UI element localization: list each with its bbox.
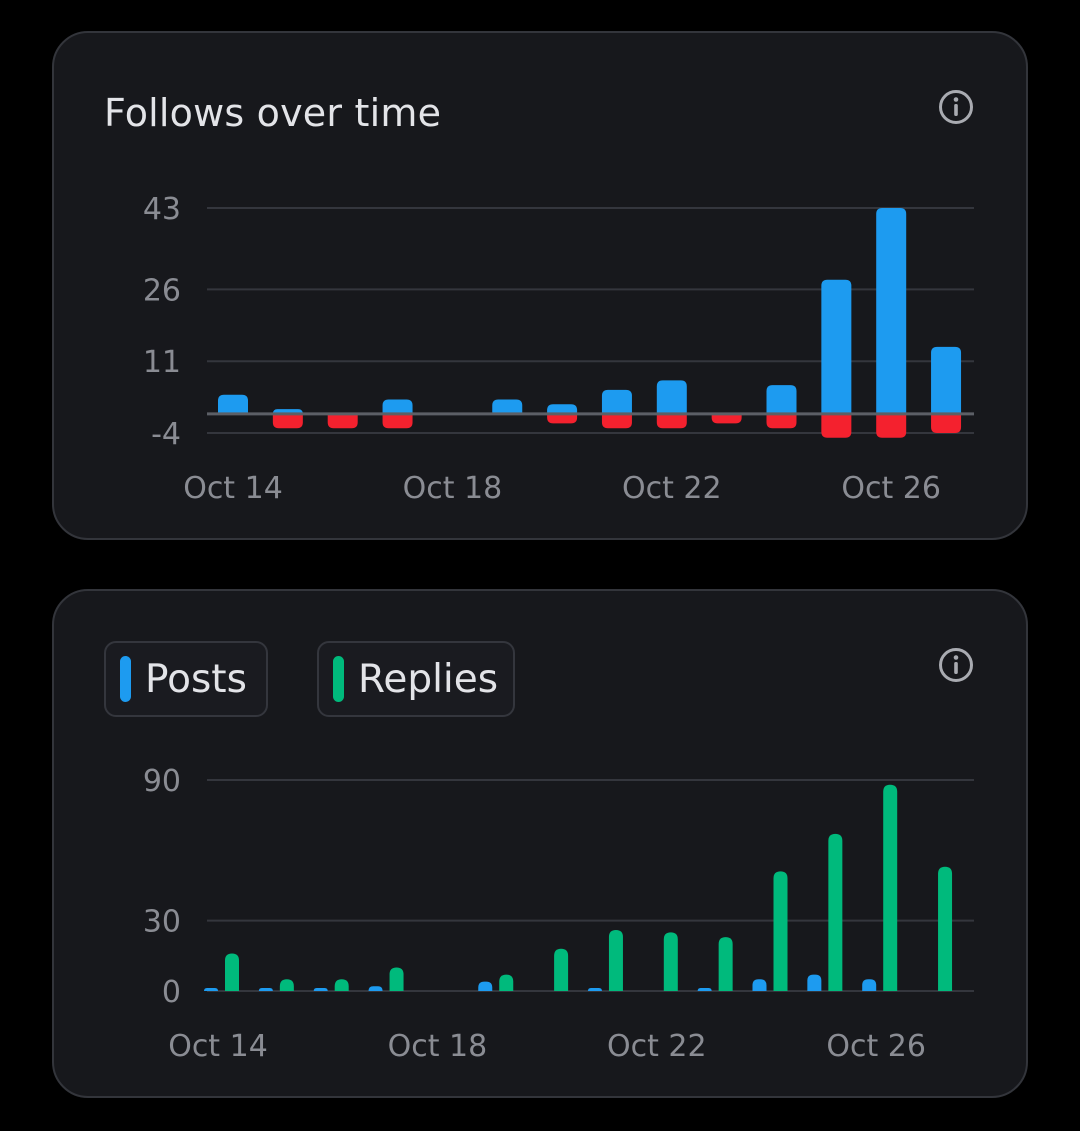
replies-bar [499, 974, 514, 991]
y-tick-label: 11 [143, 345, 181, 380]
posts-bar [204, 988, 218, 991]
legend-replies-label: Replies [358, 656, 499, 702]
y-tick-label: 43 [143, 192, 181, 227]
unfollow-bar [272, 413, 303, 429]
x-tick-label: Oct 26 [826, 1029, 926, 1064]
unfollow-bar [931, 413, 962, 433]
replies-bar [389, 967, 404, 991]
posts-bar [313, 988, 328, 991]
replies-bar [828, 833, 843, 991]
follows-info-button[interactable] [938, 89, 974, 125]
unfollow-bar [656, 413, 687, 429]
x-tick-label: Oct 22 [622, 471, 722, 506]
activity-bar-chart: 90 30 0 Oct 14 Oct 18 Oct 22 Oct 26 [143, 764, 974, 1064]
replies-bar [938, 866, 953, 991]
posts-color-swatch [120, 656, 131, 702]
unfollow-bar [876, 413, 907, 438]
follower-bar [218, 394, 248, 414]
legend-posts-label: Posts [145, 656, 247, 702]
posts-bar [587, 988, 602, 991]
posts-bar [697, 988, 712, 991]
x-tick-label: Oct 18 [388, 1029, 488, 1064]
follows-card: Follows over time 43 26 11 -4 Oct 14 Oct 18 Oc… [52, 31, 1028, 540]
x-tick-label: Oct 22 [607, 1029, 707, 1064]
y-tick-label: 0 [162, 975, 181, 1010]
info-icon [939, 90, 973, 124]
replies-bar [225, 953, 239, 991]
follows-chart-title: Follows over time [104, 91, 442, 135]
info-icon [939, 648, 973, 682]
unfollow-bar [382, 413, 413, 429]
replies-bar [279, 979, 294, 991]
posts-bar [258, 988, 273, 991]
replies-color-swatch [333, 656, 344, 702]
unfollow-bar [821, 413, 852, 438]
legend-posts-button[interactable]: Posts [104, 641, 268, 717]
follower-bar [492, 399, 523, 414]
replies-bar [663, 932, 678, 991]
replies-bar [883, 784, 898, 991]
follower-bar [547, 404, 578, 414]
replies-bar [334, 979, 349, 991]
follower-bar [821, 279, 852, 414]
unfollow-bar [327, 413, 358, 429]
x-tick-label: Oct 26 [841, 471, 941, 506]
posts-bar [752, 979, 767, 991]
unfollow-bar [766, 413, 797, 429]
x-tick-label: Oct 14 [168, 1029, 268, 1064]
replies-bar [554, 948, 569, 991]
y-tick-label: -4 [151, 417, 181, 452]
follower-bar [656, 380, 687, 414]
follower-bar [766, 385, 797, 414]
posts-bar [807, 974, 822, 991]
posts-bar [478, 981, 493, 991]
follower-bar [931, 346, 962, 414]
follower-bar [601, 389, 632, 414]
x-tick-label: Oct 14 [183, 471, 283, 506]
posts-bar [862, 979, 877, 991]
posts-bar [368, 986, 383, 991]
replies-bar [608, 930, 623, 991]
unfollow-bar [711, 413, 742, 424]
follower-bar [382, 399, 413, 414]
unfollow-bar [547, 413, 578, 424]
activity-info-button[interactable] [938, 647, 974, 683]
replies-bar [773, 871, 788, 991]
follower-bar [876, 208, 907, 414]
activity-card: Posts Replies 90 30 0 Oct 14 Oct 18 Oct 22 Oct… [52, 589, 1028, 1098]
y-tick-label: 90 [143, 764, 181, 799]
x-tick-label: Oct 18 [403, 471, 503, 506]
unfollow-bar [601, 413, 632, 429]
legend-replies-button[interactable]: Replies [317, 641, 515, 717]
y-tick-label: 26 [143, 273, 181, 308]
replies-bar [718, 937, 733, 991]
y-tick-label: 30 [143, 905, 181, 940]
